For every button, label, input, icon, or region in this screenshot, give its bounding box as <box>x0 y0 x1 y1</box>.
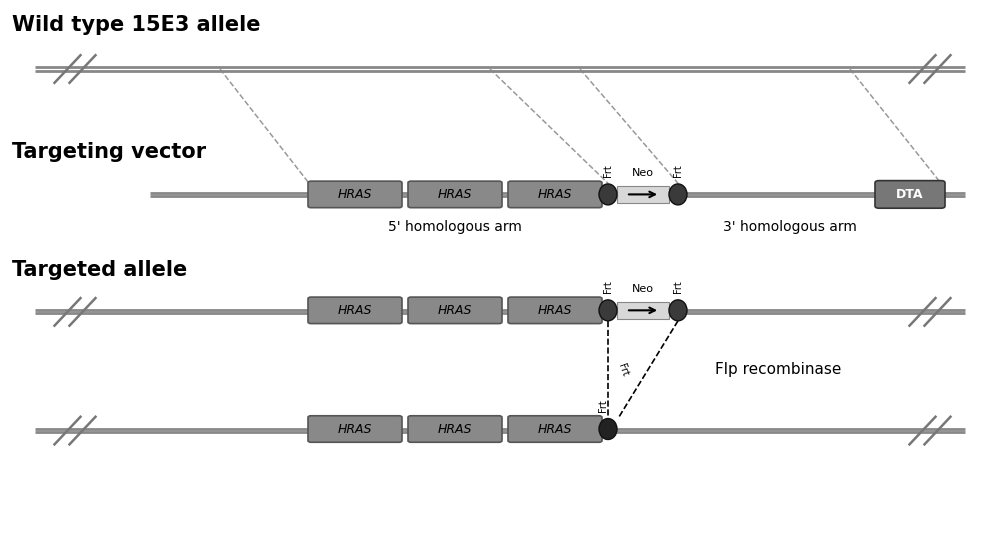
Ellipse shape <box>669 300 687 321</box>
Text: Frt: Frt <box>598 399 608 412</box>
Text: HRAS: HRAS <box>338 422 372 436</box>
Text: Targeting vector: Targeting vector <box>12 142 206 162</box>
FancyBboxPatch shape <box>508 297 602 323</box>
FancyBboxPatch shape <box>308 416 402 442</box>
Ellipse shape <box>599 418 617 439</box>
Ellipse shape <box>669 184 687 205</box>
Text: 5' homologous arm: 5' homologous arm <box>388 220 522 234</box>
Text: HRAS: HRAS <box>338 188 372 201</box>
Ellipse shape <box>599 184 617 205</box>
Text: HRAS: HRAS <box>538 304 572 317</box>
Ellipse shape <box>599 300 617 321</box>
Text: Flp recombinase: Flp recombinase <box>715 362 841 378</box>
Text: HRAS: HRAS <box>538 422 572 436</box>
Text: Frt: Frt <box>603 280 613 293</box>
FancyBboxPatch shape <box>308 181 402 208</box>
Text: Frt: Frt <box>673 164 683 177</box>
Text: Targeted allele: Targeted allele <box>12 261 187 280</box>
Text: Neo: Neo <box>632 168 654 178</box>
Text: 3' homologous arm: 3' homologous arm <box>723 220 857 234</box>
Text: Frt: Frt <box>673 280 683 293</box>
FancyBboxPatch shape <box>408 181 502 208</box>
FancyBboxPatch shape <box>617 302 669 319</box>
Text: Frt: Frt <box>603 164 613 177</box>
Text: DTA: DTA <box>896 188 924 201</box>
Text: Neo: Neo <box>632 284 654 294</box>
Text: HRAS: HRAS <box>538 188 572 201</box>
FancyBboxPatch shape <box>408 297 502 323</box>
FancyBboxPatch shape <box>308 297 402 323</box>
Text: HRAS: HRAS <box>338 304 372 317</box>
Text: Frt: Frt <box>616 362 630 378</box>
Text: HRAS: HRAS <box>438 422 472 436</box>
Text: Wild type 15E3 allele: Wild type 15E3 allele <box>12 15 260 35</box>
FancyBboxPatch shape <box>617 186 669 203</box>
FancyBboxPatch shape <box>508 181 602 208</box>
Text: HRAS: HRAS <box>438 304 472 317</box>
FancyBboxPatch shape <box>408 416 502 442</box>
FancyBboxPatch shape <box>875 181 945 208</box>
Text: HRAS: HRAS <box>438 188 472 201</box>
FancyBboxPatch shape <box>508 416 602 442</box>
